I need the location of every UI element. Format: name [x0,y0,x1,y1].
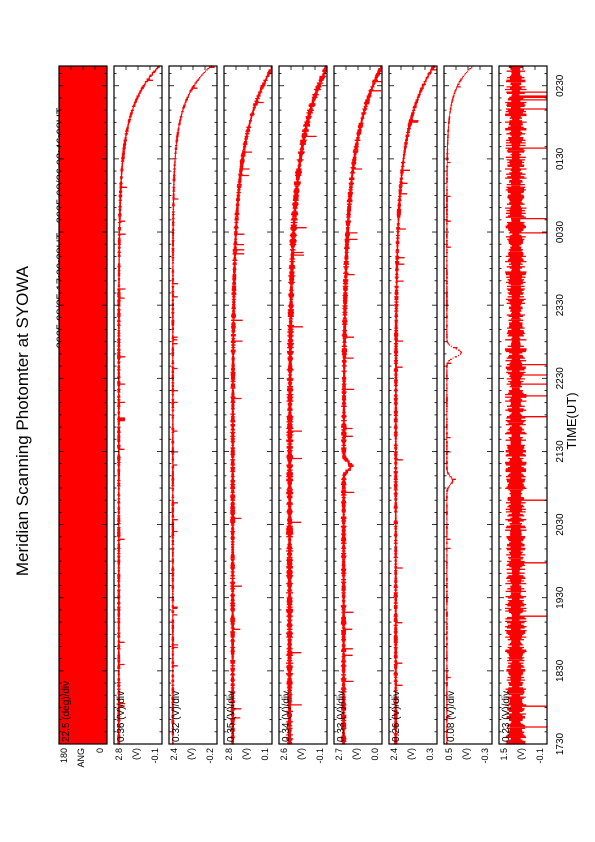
panel-0: 180 ANG 0 22.5 (deg)/div [58,65,108,768]
x-tick-label: 2230 [555,367,566,390]
scale-label: 0.32 (V)/div [171,691,182,742]
axis-bottom-value: 0.3 [425,748,435,761]
panel-group: 180 ANG 0 22.5 (deg)/div 2.8 (V) -0.1 0.36 (V)/… [58,65,548,768]
x-tick-label: 2130 [555,440,566,463]
axis-top-value: 2.8 [224,748,234,761]
series-trace-8 [505,65,547,745]
axis-bottom-value: -0.3 [480,748,490,764]
panel-5: 2.7 (V) 0.0 0.33 (V)/div [333,65,383,761]
scale-label: 0.36 (V)/div [116,691,127,742]
panel-7: 0.5 (V) -0.3 0.08 (V)/div [443,65,493,764]
panel-frame [443,65,493,745]
axis-unit: ANG [76,748,86,768]
panel-frame [498,65,548,745]
x-tick-label: 0230 [555,74,566,97]
axis-unit: (V) [406,748,416,760]
axis-unit: (V) [296,748,306,760]
axis-bottom-value: -0.2 [205,748,215,764]
panel-4: 2.6 (V) -0.1 0.34 (V)/div [278,65,328,764]
panel-2: 2.4 (V) -0.2 0.32 (V)/div [168,65,218,764]
panel-8: 1.5 (V) -0.1 0.23 (V)/div [498,65,548,764]
axis-top-value: 2.6 [279,748,289,761]
axis-top-value: 2.4 [389,748,399,761]
chart-title: Meridian Scanning Photomter at SYOWA [13,265,32,576]
scale-label: 0.35 (V)/div [226,691,237,742]
series-trace-3 [230,65,272,745]
axis-bottom-value: -0.1 [535,748,545,764]
scale-label: 22.5 (deg)/div [61,681,72,742]
scale-label: 0.33 (V)/div [336,691,347,742]
series-trace-5 [340,65,382,745]
axis-unit: (V) [516,748,526,760]
panel-frame [168,65,218,745]
axis-top-value: 2.8 [114,748,124,761]
x-tick-label: 0130 [555,147,566,170]
series-trace-1 [117,65,161,745]
panel-frame [278,65,328,745]
axis-unit: (V) [241,748,251,760]
scale-label: 0.26 (V)/div [391,691,402,742]
scale-label: 0.23 (V)/div [501,691,512,742]
series-trace-6 [393,65,437,745]
x-tick-label: 1830 [555,659,566,682]
axis-unit: (V) [131,748,141,760]
scale-label: 0.34 (V)/div [281,691,292,742]
panel-1: 2.8 (V) -0.1 0.36 (V)/div [113,65,163,764]
x-tick-label: 2030 [555,513,566,536]
axis-bottom-value: 0 [95,748,105,753]
x-axis-label: TIME(UT) [564,392,579,449]
axis-unit: (V) [186,748,196,760]
axis-top-value: 0.5 [444,748,454,761]
axis-unit: (V) [461,748,471,760]
panel-3: 2.8 (V) 0.1 0.35 (V)/div [223,65,273,761]
axis-bottom-value: -0.1 [150,748,160,764]
panel-6: 2.4 (V) 0.3 0.26 (V)/div [388,65,438,761]
panel-frame [333,65,383,745]
scale-label: 0.08 (V)/div [446,691,457,742]
axis-top-value: 2.4 [169,748,179,761]
x-tick-label: 0030 [555,220,566,243]
time-tick-labels: 1730 1830 1930 2030 2130 2230 2330 0030 0130 0230 [555,74,566,755]
x-tick-label: 1730 [555,732,566,755]
angle-fill [59,66,107,744]
series-trace-7 [445,65,474,745]
axis-top-value: 1.5 [499,748,509,761]
x-tick-label: 2330 [555,294,566,317]
axis-top-value: 2.7 [334,748,344,761]
series-trace-2 [171,65,215,745]
axis-bottom-value: -0.1 [315,748,325,764]
axis-bottom-value: 0.0 [370,748,380,761]
axis-top-value: 180 [59,748,69,763]
axis-unit: (V) [351,748,361,760]
series-trace-4 [286,65,327,745]
x-tick-label: 1930 [555,586,566,609]
axis-bottom-value: 0.1 [260,748,270,761]
